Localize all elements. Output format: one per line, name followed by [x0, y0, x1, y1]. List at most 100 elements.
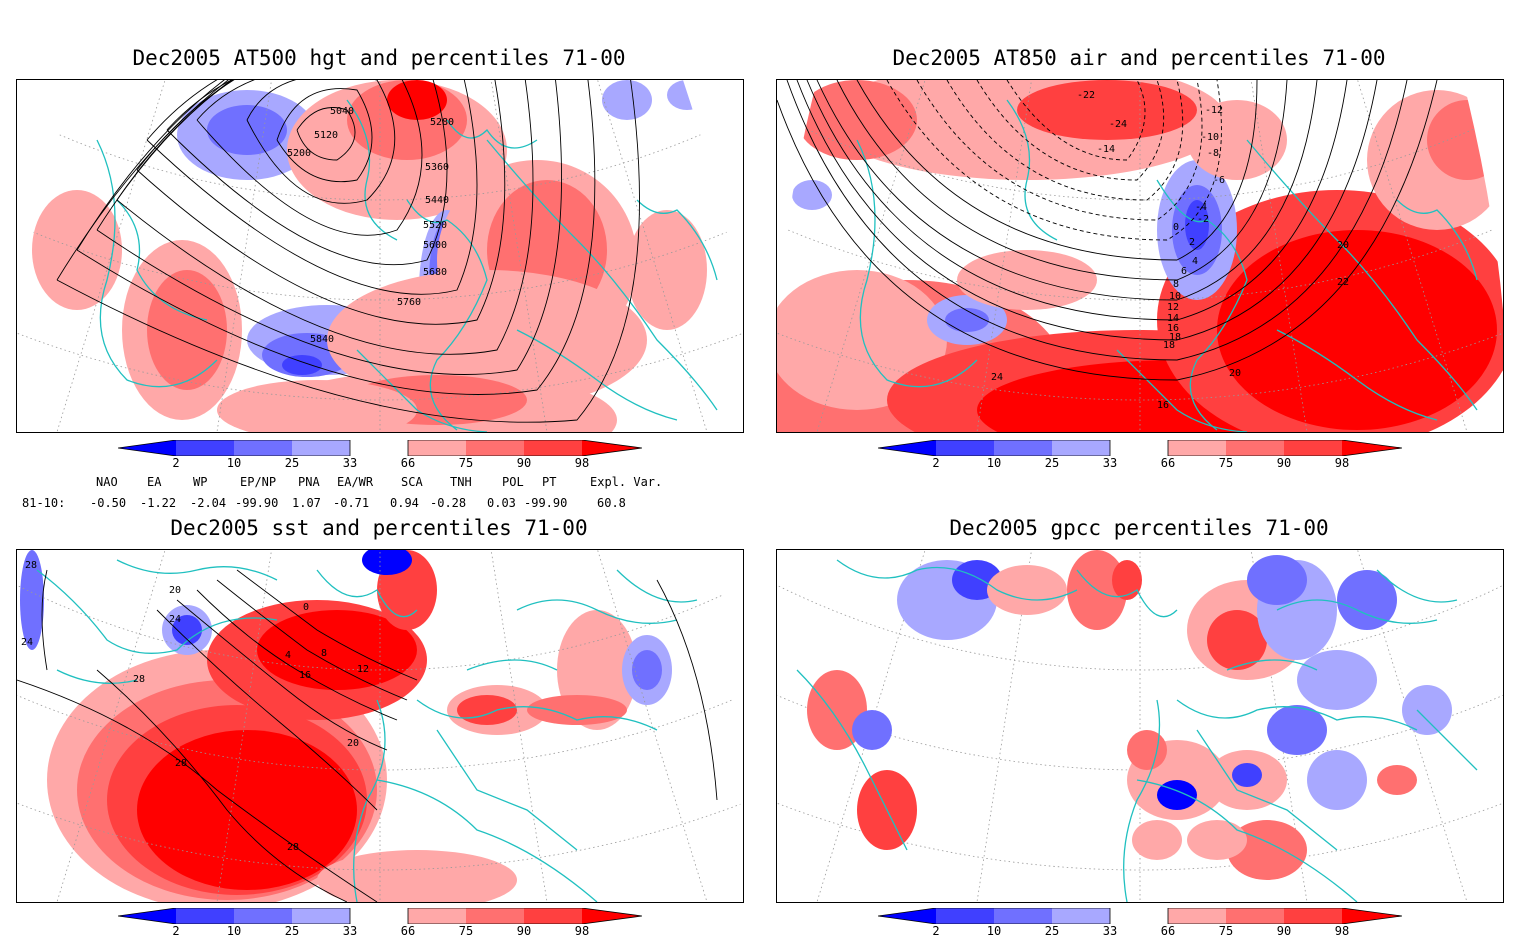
contour-label: 5200: [287, 148, 311, 159]
tele-value: 1.07: [292, 496, 321, 510]
contour-label: -14: [1097, 144, 1115, 155]
tele-header: EA/WR: [337, 475, 374, 489]
colorbar-top-left: 2 10 25 33 66 75 90 98: [117, 439, 643, 470]
contour-label: 18: [1169, 332, 1181, 343]
contour-label: 16: [1167, 323, 1179, 334]
lat-lon-grid: [17, 80, 743, 432]
contour-label: 20: [169, 585, 181, 596]
contour-label: 16: [1157, 400, 1169, 411]
colorbar-tick: 75: [1218, 456, 1234, 470]
contour-label: 5280: [430, 117, 454, 128]
colorbar-tick: 25: [284, 924, 300, 938]
colorbar-tick: 33: [1102, 456, 1118, 470]
map-panel-1: 5040 5120 5200 5280 5360 5440 5520 5600 …: [16, 79, 744, 433]
tele-value: -99.90: [235, 496, 279, 510]
colorbar-tick: 75: [1218, 924, 1234, 938]
colorbar-tick: 98: [1334, 924, 1350, 938]
contour-label: 28: [287, 842, 299, 853]
contour-label: 28: [25, 560, 37, 571]
precip-percentile-patches: [807, 550, 1452, 880]
contour-label: 22: [1337, 277, 1349, 288]
contour-label: -2: [1197, 214, 1209, 225]
tele-header: TNH: [450, 475, 472, 489]
colorbar-tick: 33: [342, 456, 358, 470]
contour-label: 14: [1167, 313, 1179, 324]
colorbar-tick: 2: [172, 456, 180, 470]
colorbar-swatches: [877, 907, 1403, 925]
colorbar-tick: 90: [1276, 924, 1292, 938]
contour-labels: 28 24 20 0 4 8 12 16 20 24 28 28 28: [21, 560, 369, 853]
panel-2-title: Dec2005 AT850 air and percentiles 71-00: [892, 46, 1386, 70]
tele-header: POL: [502, 475, 524, 489]
coastlines: [96, 99, 718, 432]
contour-label: -8: [1207, 148, 1219, 159]
contour-label: 5040: [330, 106, 354, 117]
contour-label: 5600: [423, 240, 447, 251]
colorbar-tick: 25: [1044, 456, 1060, 470]
contour-label: 28: [175, 758, 187, 769]
tele-row-label: 81-10:: [22, 496, 66, 510]
contour-label: 24: [21, 637, 33, 648]
panel-4-title: Dec2005 gpcc percentiles 71-00: [949, 516, 1329, 540]
tele-value: -0.28: [430, 496, 467, 510]
colorbar-tick: 75: [458, 924, 474, 938]
contour-label: -24: [1109, 119, 1127, 130]
percentile-shading: [20, 550, 672, 902]
contour-label: 20: [347, 738, 359, 749]
coastlines: [796, 559, 1478, 902]
contour-label: 16: [299, 670, 311, 681]
contour-label: 0: [1173, 222, 1179, 233]
colorbar-tick: 2: [932, 456, 940, 470]
contour-label: 5760: [397, 297, 421, 308]
height-contours: [56, 80, 640, 423]
tele-value: -1.22: [140, 496, 177, 510]
colorbar-tick: 25: [284, 456, 300, 470]
panel-1-title: Dec2005 AT500 hgt and percentiles 71-00: [132, 46, 626, 70]
sst-contours: [17, 569, 718, 902]
contour-label: 18: [1163, 340, 1175, 351]
colorbar-tick: 98: [574, 456, 590, 470]
colorbar-bottom-left: 2 10 25 33 66 75 90 98: [117, 907, 643, 938]
colorbar-bottom-right: 2 10 25 33 66 75 90 98: [877, 907, 1403, 938]
tele-header: Expl. Var.: [590, 475, 663, 489]
tele-header: WP: [193, 475, 208, 489]
contour-label: 6: [1181, 266, 1187, 277]
contour-label: 0: [303, 602, 309, 613]
contour-label: 5440: [425, 195, 449, 206]
contour-label: -4: [1195, 202, 1207, 213]
tele-header: EP/NP: [240, 475, 277, 489]
colorbar-tick: 2: [172, 924, 180, 938]
tele-value: -0.50: [90, 496, 127, 510]
contour-label: 24: [991, 372, 1003, 383]
colorbar-tick: 10: [226, 456, 242, 470]
map-500hgt-svg: 5040 5120 5200 5280 5360 5440 5520 5600 …: [17, 80, 743, 432]
contour-label: 8: [321, 648, 327, 659]
contour-label: -22: [1077, 90, 1095, 101]
tele-header: EA: [147, 475, 162, 489]
contour-label: 20: [1337, 240, 1349, 251]
map-panel-3: 28 24 20 0 4 8 12 16 20 24 28 28 28: [16, 549, 744, 903]
contour-label: 20: [1229, 368, 1241, 379]
colorbar-swatches: [117, 907, 643, 925]
map-panel-2: -22 -24 -14 -12 -10 -8 -6 -4 -2 0 2 4 6 …: [776, 79, 1504, 433]
tele-value: 0.03: [487, 496, 516, 510]
contour-label: -6: [1213, 175, 1225, 186]
contour-label: 4: [285, 650, 291, 661]
map-gpcc-svg: [777, 550, 1503, 902]
panel-3-title: Dec2005 sst and percentiles 71-00: [170, 516, 588, 540]
contour-label: 10: [1169, 291, 1181, 302]
colorbar-tick: 66: [1160, 924, 1176, 938]
temperature-contours: [777, 80, 1438, 381]
contour-label: 28: [133, 674, 145, 685]
colorbar-tick: 10: [226, 924, 242, 938]
contour-label: 5120: [314, 130, 338, 141]
tele-header: SCA: [401, 475, 423, 489]
colorbar-tick: 90: [516, 456, 532, 470]
colorbar-tick: 66: [1160, 456, 1176, 470]
colorbar-swatches: [117, 439, 643, 457]
tele-value: -99.90: [524, 496, 568, 510]
colorbar-tick: 2: [932, 924, 940, 938]
colorbar-tick: 66: [400, 924, 416, 938]
contour-label: 2: [1189, 237, 1195, 248]
tele-value: 0.94: [390, 496, 419, 510]
